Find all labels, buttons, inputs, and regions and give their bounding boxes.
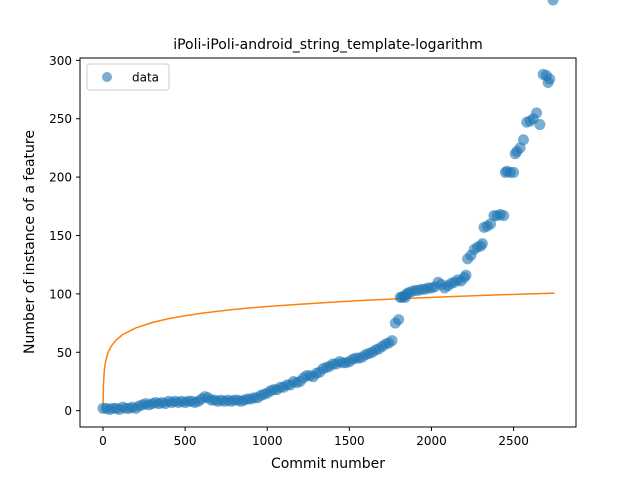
data-point (544, 74, 555, 85)
y-tick-label: 150 (49, 229, 72, 243)
data-point (460, 270, 471, 281)
y-tick-label: 100 (49, 287, 72, 301)
x-tick-label: 2500 (498, 434, 529, 448)
legend-marker-data (102, 72, 112, 82)
data-point (531, 107, 542, 118)
data-point (508, 167, 519, 178)
x-tick-label: 1500 (334, 434, 365, 448)
y-tick-label: 250 (49, 112, 72, 126)
y-tick-label: 300 (49, 54, 72, 68)
x-tick-label: 2000 (416, 434, 447, 448)
x-axis-label: Commit number (271, 456, 385, 472)
data-point (477, 238, 488, 249)
data-point (387, 335, 398, 346)
data-point (534, 119, 545, 130)
x-tick-label: 500 (174, 434, 197, 448)
data-point (498, 210, 509, 221)
y-tick-label: 0 (64, 404, 72, 418)
chart-title: iPoli-iPoli-android_string_template-loga… (173, 37, 483, 53)
data-point (393, 314, 404, 325)
x-tick-label: 1000 (252, 434, 283, 448)
y-axis-label: Number of instance of a feature (22, 130, 38, 354)
legend-label-data: data (132, 71, 159, 85)
data-point (518, 134, 529, 145)
x-tick-label: 0 (99, 434, 107, 448)
y-tick-label: 50 (57, 346, 72, 360)
legend: data (87, 64, 169, 90)
y-tick-label: 200 (49, 171, 72, 185)
